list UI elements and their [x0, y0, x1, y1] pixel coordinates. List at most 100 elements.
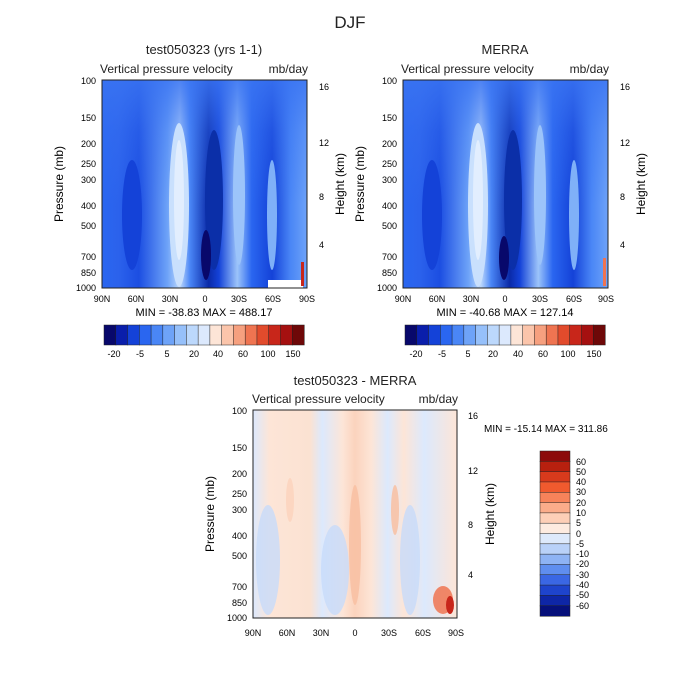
- contour-light-blue-patch: [321, 525, 349, 615]
- y-axis-right: 16 12 8 4 Height (km): [468, 411, 497, 580]
- y-tick-label: 500: [232, 551, 247, 561]
- plot-frame: [402, 79, 609, 289]
- colorbar-label: 20: [488, 349, 498, 359]
- plot-area: [101, 79, 308, 289]
- colorbar-swatch: [209, 324, 223, 346]
- contour-light-30s: [233, 125, 245, 265]
- colorbar-swatch: [127, 324, 140, 346]
- contour-light-blue-patch: [256, 505, 280, 615]
- y-tick-label: 1000: [227, 613, 247, 623]
- plot-frame: [101, 79, 308, 289]
- colorbar-swatch: [475, 324, 488, 346]
- colorbar-swatch: [233, 324, 246, 346]
- colorbar-swatch: [510, 324, 524, 346]
- colorbar-swatch: [268, 324, 282, 346]
- x-tick-label: 60S: [415, 628, 431, 638]
- y-tick-label: 700: [81, 252, 96, 262]
- colorbar-label: 0: [576, 529, 581, 539]
- colorbar-label: 150: [586, 349, 601, 359]
- contour-dark-eq: [205, 130, 223, 270]
- contour-peach-patch: [286, 478, 294, 522]
- x-tick-label: 30N: [463, 294, 480, 304]
- colorbar-swatch: [539, 471, 571, 483]
- colorbar-label: -5: [136, 349, 144, 359]
- y-right-tick-label: 16: [468, 411, 478, 421]
- x-tick-label: 90S: [598, 294, 614, 304]
- contour-positive-edge: [301, 262, 304, 286]
- colorbar-label: -20: [576, 559, 589, 569]
- y-tick-label: 700: [232, 582, 247, 592]
- contour-light-30s: [534, 125, 546, 265]
- y-tick-label: 400: [232, 531, 247, 541]
- y-tick-label: 200: [382, 139, 397, 149]
- y-right-tick-label: 4: [319, 240, 324, 250]
- figure-title: DJF: [334, 13, 365, 32]
- contour-positive-edge: [603, 258, 606, 286]
- contour-darkest-eq: [499, 236, 509, 280]
- x-tick-label: 0: [352, 628, 357, 638]
- colorbar-swatch: [150, 324, 164, 346]
- y-tick-label: 300: [232, 505, 247, 515]
- colorbar-label: -10: [576, 549, 589, 559]
- panel-subtitle-left: Vertical pressure velocity: [252, 392, 385, 406]
- y-tick-label: 150: [232, 443, 247, 453]
- x-tick-label: 0: [202, 294, 207, 304]
- y-tick-label: 300: [81, 175, 96, 185]
- colorbar-swatch: [115, 324, 129, 346]
- y-tick-label: 100: [382, 76, 397, 86]
- contour-dark-60n: [422, 160, 442, 270]
- colorbar-label: 100: [260, 349, 275, 359]
- colorbar-swatches: [103, 324, 305, 346]
- x-tick-label: 90N: [395, 294, 412, 304]
- panel-reanalysis: MERRA Vertical pressure velocity mb/day …: [353, 42, 648, 359]
- y-right-tick-label: 12: [620, 138, 630, 148]
- y-tick-label: 850: [232, 598, 247, 608]
- colorbar-swatch: [487, 324, 500, 346]
- y-axis-right: 16 12 8 4 Height (km): [620, 82, 648, 250]
- x-tick-label: 90S: [448, 628, 464, 638]
- colorbar-swatch: [186, 324, 199, 346]
- colorbar-label: 60: [238, 349, 248, 359]
- colorbar-swatch: [162, 324, 176, 346]
- y-axis-right: 16 12 8 4 Height (km): [319, 82, 347, 250]
- colorbar-swatch: [539, 595, 571, 607]
- x-tick-label: 60S: [566, 294, 582, 304]
- y-tick-label: 400: [81, 201, 96, 211]
- colorbar-label: 30: [576, 487, 586, 497]
- x-tick-label: 60N: [128, 294, 145, 304]
- y-tick-label: 300: [382, 175, 397, 185]
- x-axis: 90N 60N 30N 0 30S 60S 90S: [245, 628, 464, 638]
- y-tick-label: 200: [232, 469, 247, 479]
- x-tick-label: 90N: [245, 628, 262, 638]
- colorbar-swatch: [539, 502, 571, 514]
- x-tick-label: 60N: [279, 628, 296, 638]
- x-tick-label: 0: [502, 294, 507, 304]
- colorbar-swatch: [197, 324, 211, 346]
- y-tick-label: 150: [382, 113, 397, 123]
- contour-peach-patch: [391, 485, 399, 535]
- panel-subtitle-right: mb/day: [269, 62, 308, 76]
- y-axis-left: 100 150 200 250 300 400 500 700 850 1000…: [203, 406, 247, 623]
- colorbar-label: -50: [576, 590, 589, 600]
- x-axis: 90N 60N 30N 0 30S 60S 90S: [395, 294, 614, 304]
- colorbar-labels: -20 -5 5 20 40 60 100 150: [409, 349, 601, 359]
- y-tick-label: 200: [81, 139, 96, 149]
- colorbar-swatch: [539, 553, 571, 565]
- colorbar-label: 5: [576, 518, 581, 528]
- contour-lighter-core: [473, 140, 483, 260]
- panel-difference: test050323 - MERRA Vertical pressure vel…: [203, 373, 608, 638]
- colorbar-label: -20: [107, 349, 120, 359]
- y-axis-left: 100 150 200 250 300 400 500 700 850 1000…: [52, 76, 96, 293]
- colorbar-label: -5: [576, 539, 584, 549]
- x-tick-label: 90S: [299, 294, 315, 304]
- x-tick-label: 30S: [381, 628, 397, 638]
- y-tick-label: 700: [382, 252, 397, 262]
- colorbar: -20 -5 5 20 40 60 100 150: [103, 324, 305, 359]
- y-right-tick-label: 16: [620, 82, 630, 92]
- colorbar-label: 20: [189, 349, 199, 359]
- x-tick-label: 30N: [162, 294, 179, 304]
- y-tick-label: 250: [232, 489, 247, 499]
- y-axis-label: Pressure (mb): [52, 146, 66, 222]
- colorbar-label: 5: [465, 349, 470, 359]
